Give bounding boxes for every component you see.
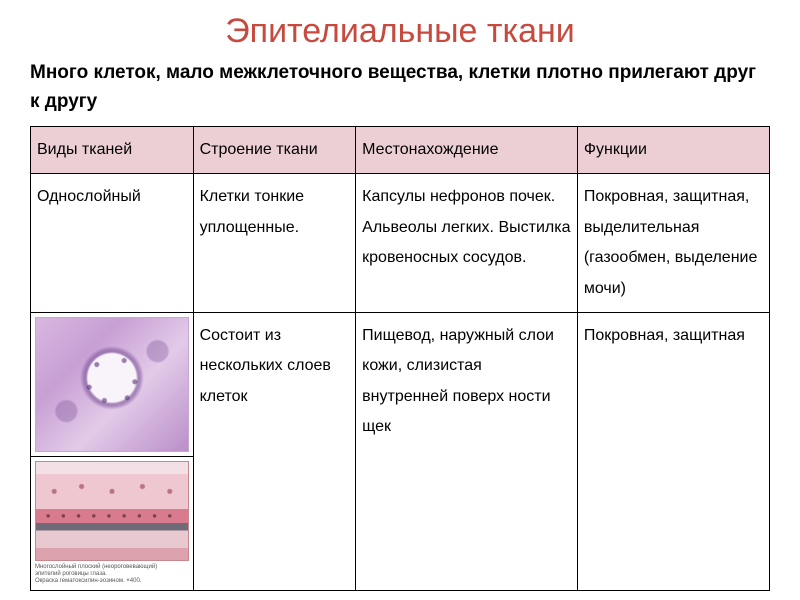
- image-caption: Многослойный плоский (неороговевающий)эп…: [35, 564, 189, 586]
- slide: Эпителиальные ткани Много клеток, мало м…: [0, 0, 800, 600]
- cell-type: Однослойный: [31, 174, 194, 313]
- table-header-row: Виды тканей Строение ткани Местонахожден…: [31, 127, 770, 174]
- subtitle: Много клеток, мало межклеточного веществ…: [30, 59, 770, 116]
- col-header-structure: Строение ткани: [193, 127, 356, 174]
- histology-image-single-layer: [35, 317, 189, 452]
- col-header-function: Функции: [577, 127, 769, 174]
- col-header-type: Виды тканей: [31, 127, 194, 174]
- page-title: Эпителиальные ткани: [30, 12, 770, 51]
- cell-image: Многослойный плоский (неороговевающий)эп…: [31, 456, 194, 590]
- col-header-location: Местонахождение: [356, 127, 578, 174]
- cell-structure: Состоит из нескольких слоев клеток: [193, 312, 356, 590]
- table-row: Состоит из нескольких слоев клеток Пищев…: [31, 312, 770, 456]
- cell-location: Пищевод, наружный слои кожи, слизистая в…: [356, 312, 578, 590]
- tissue-table: Виды тканей Строение ткани Местонахожден…: [30, 126, 770, 591]
- histology-image-multilayer: [35, 461, 189, 561]
- cell-image: [31, 312, 194, 456]
- cell-location: Капсулы нефронов почек. Альвеолы легких.…: [356, 174, 578, 313]
- cell-function: Покровная, защитная: [577, 312, 769, 590]
- cell-structure: Клетки тонкие уплощенные.: [193, 174, 356, 313]
- cell-function: Покровная, защитная, выделительная (газо…: [577, 174, 769, 313]
- table-row: Однослойный Клетки тонкие уплощенные. Ка…: [31, 174, 770, 313]
